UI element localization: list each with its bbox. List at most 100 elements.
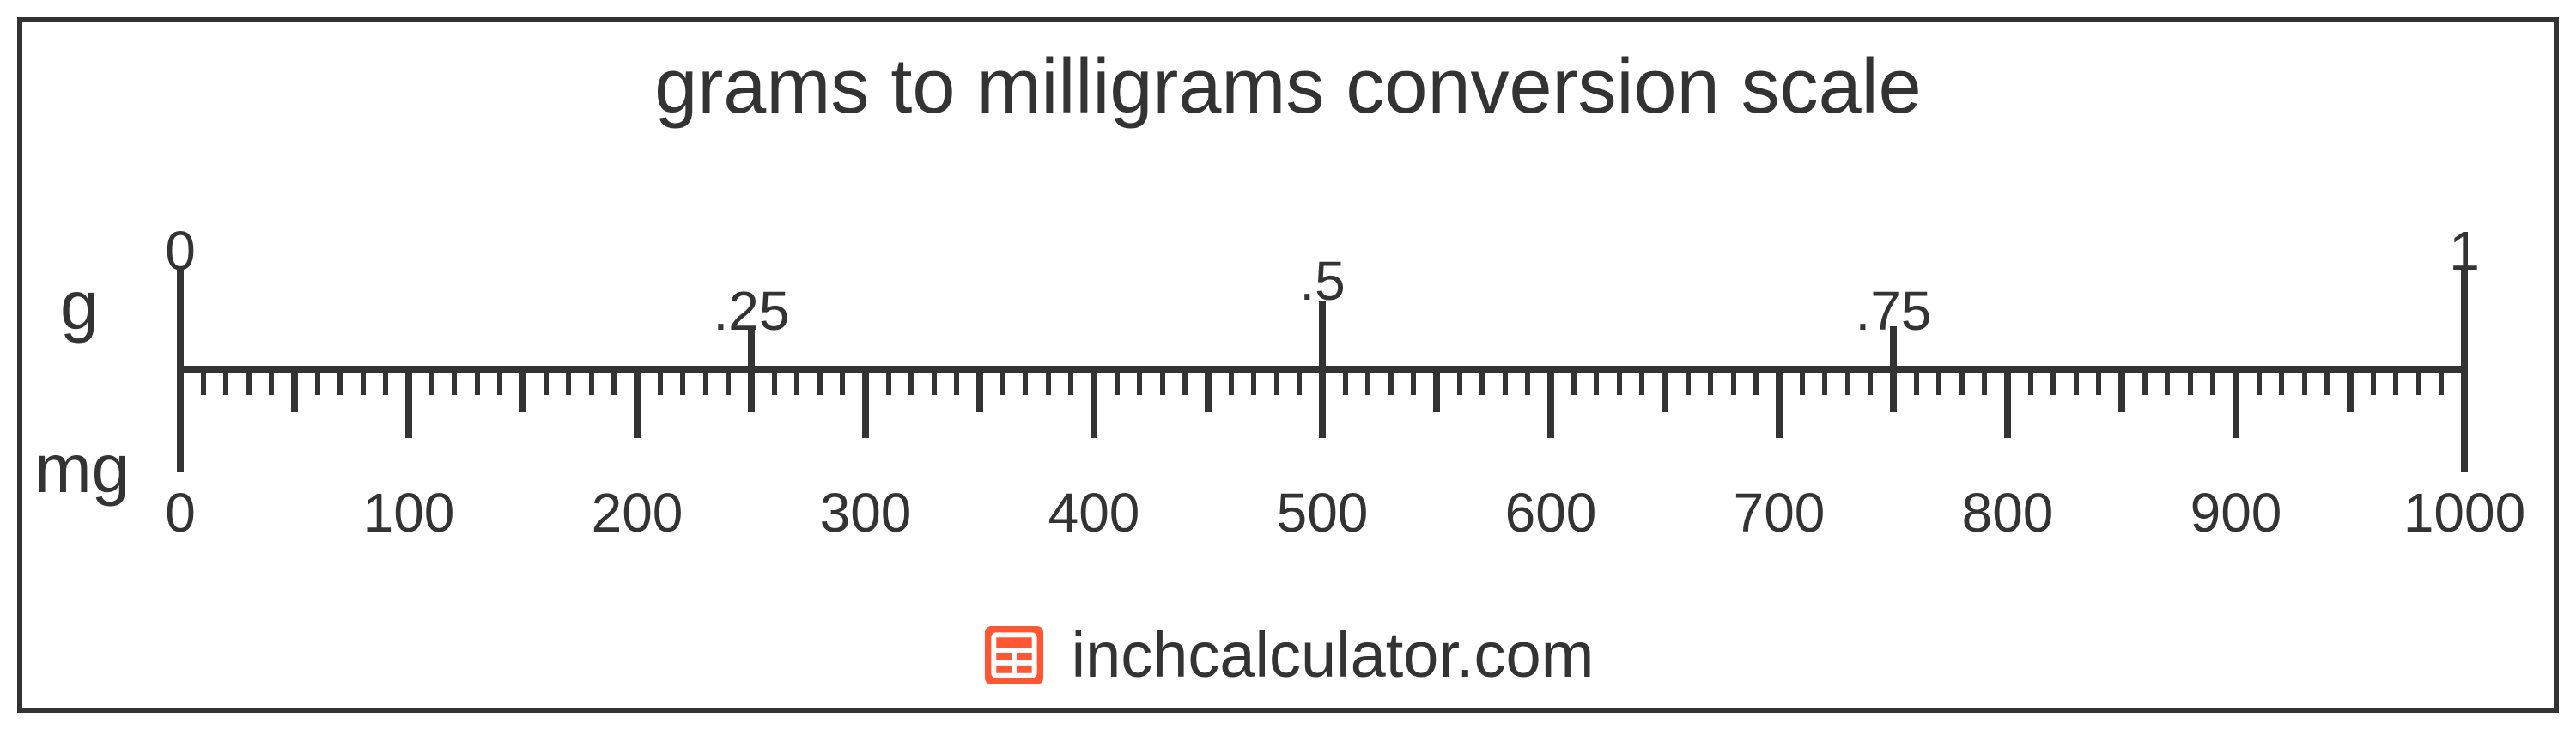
bottom-tick — [475, 369, 480, 395]
bottom-tick-label: 700 — [1734, 481, 1826, 544]
bottom-tick — [1388, 369, 1394, 395]
bottom-tick — [1319, 369, 1326, 438]
bottom-tick — [2279, 369, 2284, 395]
bottom-tick — [1297, 369, 1302, 395]
bottom-tick — [2028, 369, 2033, 395]
bottom-tick — [1868, 369, 1873, 395]
bottom-tick — [223, 369, 228, 395]
bottom-tick-label: 0 — [165, 481, 196, 544]
top-tick-label: 0 — [165, 219, 196, 283]
bottom-tick — [1617, 369, 1622, 395]
bottom-tick — [201, 369, 206, 395]
bottom-tick — [1845, 369, 1850, 395]
bottom-tick — [2347, 369, 2354, 412]
bottom-tick — [1639, 369, 1644, 395]
bottom-tick — [1890, 369, 1897, 412]
bottom-tick — [1365, 369, 1370, 395]
bottom-tick-label: 900 — [2190, 481, 2282, 544]
bottom-tick — [2188, 369, 2193, 395]
bottom-tick-label: 100 — [363, 481, 455, 544]
bottom-tick — [2461, 369, 2468, 472]
calculator-icon — [982, 624, 1046, 687]
bottom-tick — [1753, 369, 1759, 395]
bottom-tick — [519, 369, 526, 412]
top-tick-label: 1 — [2449, 219, 2480, 283]
bottom-tick — [1800, 369, 1805, 395]
bottom-tick — [1822, 369, 1827, 395]
bottom-tick — [1023, 369, 1028, 395]
bottom-tick — [748, 369, 755, 412]
bottom-tick — [908, 369, 914, 395]
bottom-tick — [2416, 369, 2421, 395]
bottom-tick — [703, 369, 708, 395]
bottom-tick — [1229, 369, 1234, 395]
bottom-tick — [1708, 369, 1713, 395]
bottom-tick — [589, 369, 594, 395]
bottom-tick — [1914, 369, 1919, 395]
bottom-tick — [2210, 369, 2215, 395]
bottom-tick — [1182, 369, 1188, 395]
bottom-tick — [429, 369, 434, 395]
bottom-tick — [932, 369, 937, 395]
bottom-tick — [680, 369, 685, 395]
bottom-tick — [886, 369, 891, 395]
bottom-tick — [2050, 369, 2056, 395]
bottom-tick — [2439, 369, 2444, 395]
bottom-tick — [1068, 369, 1073, 395]
bottom-tick — [817, 369, 823, 395]
bottom-tick — [1251, 369, 1256, 395]
bottom-tick — [840, 369, 845, 395]
bottom-tick — [2233, 369, 2239, 438]
bottom-tick — [1731, 369, 1736, 395]
bottom-tick — [1594, 369, 1599, 395]
footer: inchcalculator.com — [0, 618, 2576, 691]
bottom-tick — [2142, 369, 2148, 395]
bottom-tick — [954, 369, 959, 395]
bottom-tick — [361, 369, 366, 395]
footer-text: inchcalculator.com — [1072, 618, 1595, 691]
bottom-tick — [1205, 369, 1212, 412]
unit-label-milligrams: mg — [34, 429, 130, 508]
bottom-tick — [1137, 369, 1142, 395]
top-tick-label: .25 — [714, 279, 790, 343]
bottom-tick — [291, 369, 298, 412]
bottom-tick — [2324, 369, 2330, 395]
unit-label-grams: g — [60, 266, 99, 345]
bottom-tick — [566, 369, 571, 395]
bottom-tick — [1274, 369, 1279, 395]
bottom-tick — [2004, 369, 2011, 438]
bottom-tick — [1000, 369, 1005, 395]
bottom-tick — [1982, 369, 1987, 395]
bottom-tick — [315, 369, 320, 395]
bottom-tick — [2096, 369, 2101, 395]
page-title: grams to milligrams conversion scale — [0, 43, 2576, 131]
bottom-tick — [1046, 369, 1051, 395]
footer-inner: inchcalculator.com — [982, 618, 1595, 691]
bottom-tick — [269, 369, 274, 395]
bottom-tick — [1433, 369, 1440, 412]
bottom-tick — [862, 369, 869, 438]
bottom-tick — [726, 369, 731, 395]
bottom-tick — [976, 369, 983, 412]
bottom-tick — [2118, 369, 2125, 412]
bottom-tick — [2257, 369, 2262, 395]
bottom-tick — [658, 369, 663, 395]
bottom-tick — [1525, 369, 1530, 395]
bottom-tick — [1686, 369, 1691, 395]
bottom-tick — [337, 369, 343, 395]
bottom-tick — [1959, 369, 1965, 395]
bottom-tick-label: 400 — [1048, 481, 1140, 544]
bottom-tick — [2302, 369, 2307, 395]
bottom-tick — [1776, 369, 1783, 438]
bottom-tick-label: 200 — [592, 481, 683, 544]
bottom-tick — [2393, 369, 2398, 395]
bottom-tick-label: 1000 — [2403, 481, 2525, 544]
bottom-tick — [1547, 369, 1554, 438]
bottom-tick — [1411, 369, 1416, 395]
bottom-tick-label: 800 — [1962, 481, 2054, 544]
bottom-tick — [1091, 369, 1097, 438]
bottom-tick — [1115, 369, 1120, 395]
bottom-tick — [2371, 369, 2376, 395]
bottom-tick — [2074, 369, 2079, 395]
bottom-tick — [383, 369, 388, 395]
